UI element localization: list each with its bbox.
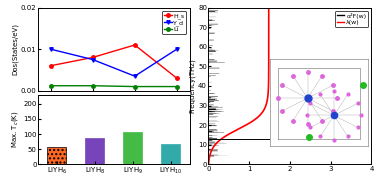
Bar bbox=[161, 144, 180, 164]
Li bbox=[133, 85, 137, 88]
Legend: H_s, Y_d, Li: H_s, Y_d, Li bbox=[162, 11, 186, 34]
Bar bbox=[47, 147, 66, 164]
Li bbox=[48, 85, 53, 87]
H_s bbox=[90, 56, 95, 59]
Line: H_s: H_s bbox=[49, 43, 179, 80]
Y_d bbox=[175, 48, 179, 50]
Line: Li: Li bbox=[49, 84, 179, 88]
Bar bbox=[85, 138, 104, 164]
Legend: α²F(w), λ(w): α²F(w), λ(w) bbox=[335, 11, 368, 27]
Li bbox=[90, 85, 95, 87]
H_s bbox=[48, 65, 53, 67]
Bar bbox=[123, 132, 142, 164]
Y-axis label: Max. T$_c$(K): Max. T$_c$(K) bbox=[10, 111, 20, 148]
Y-axis label: Frequency(THz): Frequency(THz) bbox=[189, 59, 195, 113]
Y_d bbox=[133, 75, 137, 77]
Y_d bbox=[90, 58, 95, 61]
H_s bbox=[133, 44, 137, 46]
Line: Y_d: Y_d bbox=[49, 47, 179, 78]
H_s bbox=[175, 77, 179, 79]
Y_d bbox=[48, 48, 53, 50]
Li bbox=[175, 85, 179, 88]
Y-axis label: Dos(States/eV): Dos(States/eV) bbox=[11, 23, 18, 75]
